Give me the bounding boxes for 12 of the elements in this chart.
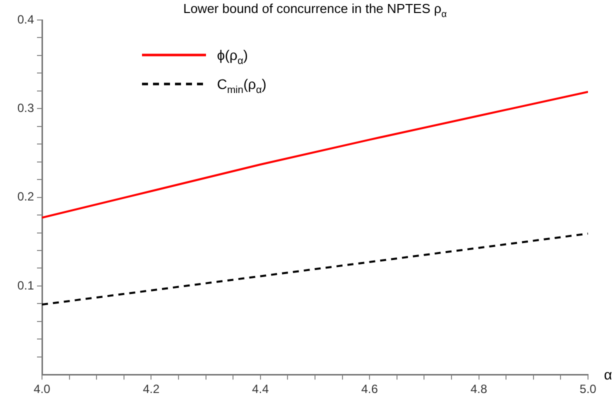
x-tick-label: 5.0 — [580, 382, 597, 396]
line-series — [42, 232, 588, 306]
x-tick-label: 4.8 — [470, 382, 488, 396]
x-tick-label: 4.2 — [142, 382, 160, 396]
y-tick-label: 0.4 — [17, 12, 34, 26]
y-tick-label: 0.2 — [17, 190, 34, 204]
x-axis-title: α — [604, 366, 612, 383]
y-tick-label: 0.3 — [17, 100, 34, 115]
x-tick-label: 4.6 — [361, 382, 378, 396]
y-tick-label: 0.1 — [17, 278, 34, 292]
x-tick-label: 4.0 — [34, 382, 51, 396]
x-tick-label: 4.4 — [252, 382, 270, 396]
